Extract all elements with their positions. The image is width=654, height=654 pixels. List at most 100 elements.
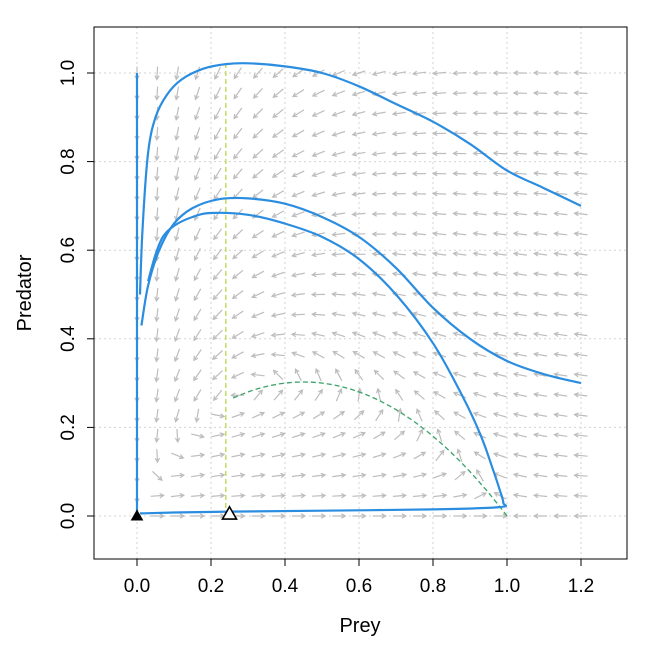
field-arrow xyxy=(435,449,445,462)
field-arrow xyxy=(174,227,180,242)
field-arrow xyxy=(492,452,507,459)
field-arrow xyxy=(272,68,284,79)
field-arrow xyxy=(472,271,487,277)
field-arrow xyxy=(492,371,507,378)
field-arrow xyxy=(311,191,326,198)
field-arrow xyxy=(452,70,467,76)
field-arrow xyxy=(214,107,222,121)
field-arrow xyxy=(351,171,366,177)
field-arrow xyxy=(492,231,507,237)
field-arrow xyxy=(231,351,244,359)
field-arrow xyxy=(453,492,468,498)
field-arrow xyxy=(310,311,326,318)
field-arrow xyxy=(392,472,408,478)
field-arrow xyxy=(173,328,181,343)
field-arrow xyxy=(512,130,527,136)
field-arrow xyxy=(512,150,527,157)
field-arrow xyxy=(452,351,467,358)
field-arrow xyxy=(553,412,568,418)
field-arrow xyxy=(211,413,226,419)
field-arrow xyxy=(532,190,548,197)
field-arrow xyxy=(214,127,222,141)
field-arrow xyxy=(472,411,487,419)
field-arrow xyxy=(173,348,181,363)
field-arrow xyxy=(452,291,467,297)
field-arrow xyxy=(492,110,507,116)
field-arrow xyxy=(290,331,305,338)
field-arrow xyxy=(391,171,406,177)
field-arrow xyxy=(573,271,588,277)
field-arrow xyxy=(553,311,568,317)
field-arrow xyxy=(311,89,325,97)
field-arrow xyxy=(354,368,364,381)
field-arrow xyxy=(154,227,160,242)
field-arrow xyxy=(154,287,160,303)
field-arrow xyxy=(391,211,406,217)
field-arrow xyxy=(472,391,487,398)
field-arrow xyxy=(154,126,160,142)
equilibrium-prey-marker xyxy=(221,505,238,520)
field-arrow xyxy=(214,87,222,101)
y-tick-label: 1.0 xyxy=(58,60,79,86)
field-arrow xyxy=(154,308,160,323)
field-arrow xyxy=(211,452,226,458)
field-arrow xyxy=(251,291,265,299)
field-arrow xyxy=(395,388,404,401)
field-arrow xyxy=(431,110,447,117)
field-arrow xyxy=(194,408,200,423)
field-arrow xyxy=(194,147,201,161)
field-arrow xyxy=(573,110,588,116)
y-axis: 0.0 0.2 0.4 0.6 0.8 1.0 xyxy=(58,60,94,529)
field-arrow xyxy=(492,271,507,277)
field-arrow xyxy=(431,150,447,157)
field-arrow xyxy=(194,167,201,181)
field-arrow xyxy=(174,66,180,81)
field-arrow xyxy=(432,371,446,379)
field-arrow xyxy=(211,432,226,438)
field-arrow xyxy=(553,210,568,217)
field-arrow xyxy=(472,211,487,217)
field-arrow xyxy=(230,371,245,379)
field-arrow xyxy=(251,452,266,458)
nullclines xyxy=(225,64,508,517)
field-arrow xyxy=(331,90,346,97)
field-arrow xyxy=(214,66,222,81)
field-arrow xyxy=(452,190,467,197)
field-arrow xyxy=(553,291,568,297)
field-arrow xyxy=(391,70,406,77)
field-arrow xyxy=(553,452,568,458)
trajectory-3 xyxy=(139,211,508,515)
field-arrow xyxy=(553,271,568,277)
field-arrow xyxy=(331,271,346,278)
field-arrow xyxy=(452,331,467,337)
field-arrow xyxy=(351,131,366,137)
field-arrow xyxy=(472,70,487,76)
field-arrow xyxy=(291,129,305,138)
y-axis-label: Predator xyxy=(14,254,36,331)
field-arrow xyxy=(492,170,507,177)
field-arrow xyxy=(392,351,406,359)
field-arrow xyxy=(452,271,467,277)
field-arrow xyxy=(532,513,548,519)
field-arrow xyxy=(412,371,426,379)
field-arrow xyxy=(452,251,467,257)
field-arrow xyxy=(532,492,548,499)
field-arrow xyxy=(512,190,527,197)
field-arrow xyxy=(331,231,346,238)
field-arrow xyxy=(174,167,180,182)
field-arrow xyxy=(532,432,548,438)
field-arrow xyxy=(512,351,527,357)
field-arrow xyxy=(311,331,326,337)
field-arrow xyxy=(191,472,206,478)
field-arrow xyxy=(271,251,285,258)
field-arrow xyxy=(250,352,265,359)
field-arrow xyxy=(391,90,406,97)
field-arrow xyxy=(371,231,386,237)
field-arrow xyxy=(573,211,588,217)
field-arrow xyxy=(391,131,406,137)
field-arrow xyxy=(573,190,588,197)
field-arrow xyxy=(194,127,201,141)
field-arrow xyxy=(193,288,202,302)
field-arrow xyxy=(553,371,568,378)
